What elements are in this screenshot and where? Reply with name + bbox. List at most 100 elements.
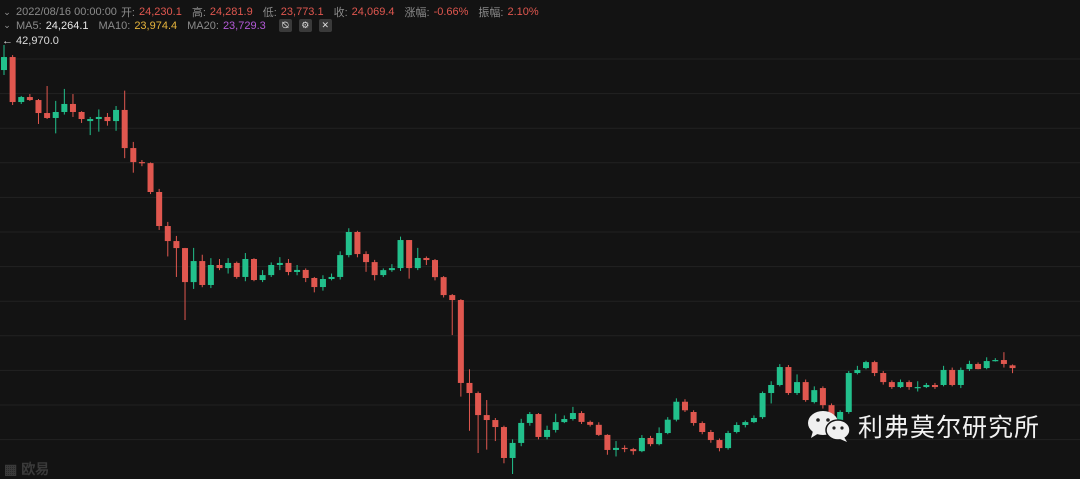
candle (397, 236, 404, 271)
candle (621, 445, 628, 453)
candle (207, 258, 214, 289)
candle (871, 360, 878, 377)
exchange-watermark-text: 欧易 (21, 461, 50, 477)
candle-body (294, 269, 301, 272)
candle-body (690, 412, 697, 424)
candle-body (156, 192, 163, 227)
candle (1, 44, 7, 76)
close-icon[interactable]: ✕ (318, 19, 332, 32)
candle-body (130, 148, 137, 163)
ma5-value: 24,264.1 (45, 19, 89, 32)
candle (500, 425, 507, 464)
candle-body (440, 277, 447, 296)
candle-body (837, 412, 844, 423)
candle-body (78, 112, 85, 120)
candle-body (561, 419, 568, 423)
candle-body (647, 437, 654, 445)
candle (897, 379, 904, 389)
candle-body (897, 382, 904, 388)
candle (44, 86, 51, 120)
candle (759, 391, 766, 419)
candle (535, 413, 542, 440)
candle-body (716, 440, 723, 449)
candle (294, 264, 301, 276)
candle (509, 439, 516, 474)
candle (466, 369, 473, 431)
candle-body (854, 369, 861, 374)
candle (957, 367, 964, 389)
candle-body (345, 232, 352, 256)
candle (285, 259, 292, 276)
candle (95, 109, 102, 132)
candle-body (871, 362, 878, 374)
candle (794, 374, 801, 395)
candle-body (95, 116, 102, 120)
candle-body (138, 162, 145, 164)
candle-body (656, 433, 663, 445)
candle (121, 90, 128, 159)
candle-body (500, 427, 507, 458)
candle-body (406, 240, 413, 269)
candle (18, 95, 25, 104)
candle-body (250, 259, 257, 281)
ohlc-info-row: ⌄ 2022/08/16 00:00:00 开: 24,230.1 高: 24,… (2, 4, 545, 20)
candle-body (578, 413, 585, 422)
candle-body (587, 421, 594, 425)
candle-body (544, 429, 551, 437)
candle (768, 381, 775, 404)
candle (587, 420, 594, 427)
candle (190, 247, 197, 289)
max-price-row: ← 42,970.0 (2, 35, 59, 47)
candle-body (621, 447, 628, 450)
candle-body (225, 262, 232, 269)
candle-body (380, 270, 387, 276)
candle-body (1009, 365, 1016, 369)
candle-body (552, 422, 559, 430)
candles (1, 44, 1016, 474)
candle-body (595, 424, 602, 435)
eye-hide-icon[interactable]: ⦰ (278, 19, 292, 32)
candle (940, 365, 947, 387)
candle (319, 275, 326, 291)
candle-body (518, 422, 525, 443)
candle-body (630, 449, 637, 452)
candle (983, 357, 990, 370)
chevron-down-icon[interactable]: ⌄ (3, 6, 11, 17)
candle-body (492, 420, 499, 428)
candle-body (388, 268, 395, 271)
gear-icon[interactable]: ⚙ (298, 19, 312, 32)
candle-body (638, 437, 645, 452)
candle (268, 262, 275, 277)
chevron-down-icon[interactable]: ⌄ (3, 20, 11, 30)
candle-body (992, 360, 999, 362)
candle-body (742, 422, 749, 425)
candle (561, 415, 568, 424)
candle (1000, 352, 1007, 368)
candle-body (940, 369, 947, 385)
exchange-watermark: ▦ 欧易 (4, 459, 49, 479)
high-label: 高: (191, 7, 206, 19)
close-label: 收: (333, 7, 348, 19)
candle-body (983, 361, 990, 369)
candle (888, 380, 895, 389)
candle-body (888, 382, 895, 388)
candle-body (69, 103, 76, 112)
grid-lines (0, 58, 1080, 441)
candle-body (207, 264, 214, 285)
candle (742, 420, 749, 428)
low-value: 23,773.1 (280, 6, 324, 18)
candle-body (371, 262, 378, 276)
candle-body (414, 257, 421, 269)
candle-body (354, 232, 361, 255)
high-value: 24,281.9 (209, 6, 253, 18)
ma10-label: MA10: (98, 19, 131, 32)
candle (716, 438, 723, 452)
candle-body (432, 260, 438, 278)
candle (233, 261, 240, 279)
candle (681, 399, 688, 412)
candle-body (363, 254, 370, 263)
candle (785, 364, 792, 395)
candle (414, 247, 421, 271)
watermark-text: 利弗莫尔研究所 (858, 413, 1041, 442)
